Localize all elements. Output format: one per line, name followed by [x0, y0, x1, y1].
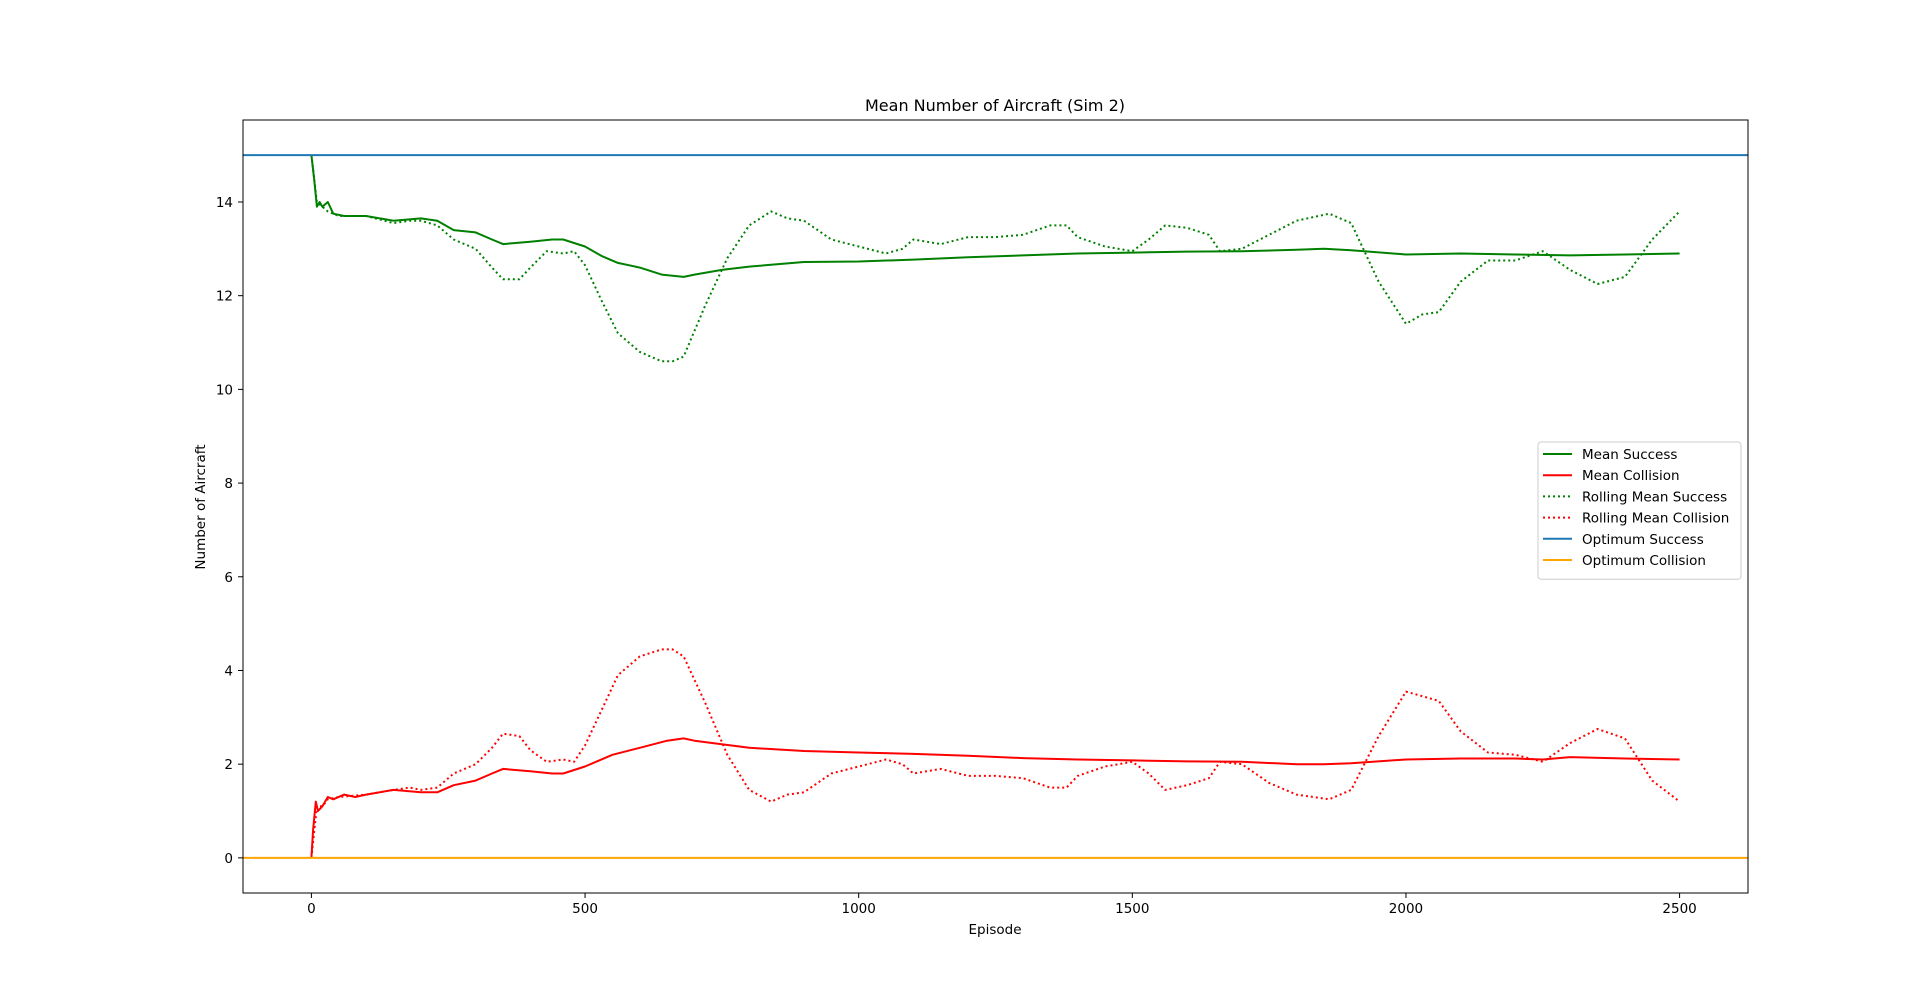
legend: Mean Success Mean Collision Rolling Mean S… [1537, 441, 1742, 580]
x-tick-label: 2000 [1389, 901, 1423, 917]
y-tick-label: 12 [216, 289, 233, 305]
x-tick-label: 1000 [842, 901, 876, 917]
legend-label-rolling-mean-collision: Rolling Mean Collision [1582, 511, 1729, 527]
x-tick-label: 2500 [1662, 901, 1696, 917]
x-axis-label: Episode [968, 922, 1021, 938]
series-line-rolling-mean-success [310, 154, 1681, 363]
series-layer [243, 154, 1748, 859]
series-line-mean-collision [310, 737, 1680, 858]
y-tick-label: 4 [224, 663, 233, 679]
plot-frame [242, 119, 1749, 894]
series-line-mean-success [310, 154, 1680, 278]
legend-label-optimum-success: Optimum Success [1582, 532, 1704, 548]
y-tick-label: 10 [216, 382, 233, 398]
legend-label-optimum-collision: Optimum Collision [1582, 553, 1706, 569]
y-tick-label: 6 [224, 570, 233, 586]
series-line-rolling-mean-collision [310, 648, 1681, 859]
y-tick-label: 2 [224, 757, 233, 773]
legend-label-mean-success: Mean Success [1582, 447, 1677, 463]
y-tick-label: 0 [224, 851, 233, 867]
y-tick-label: 8 [224, 476, 233, 492]
x-tick-label: 0 [307, 901, 316, 917]
y-tick-label: 14 [216, 195, 233, 211]
legend-label-rolling-mean-success: Rolling Mean Success [1582, 489, 1727, 505]
chart-title: Mean Number of Aircraft (Sim 2) [865, 96, 1125, 115]
y-axis-label: Number of Aircraft [193, 444, 209, 569]
axis-ticks: 0 500 1000 1500 2000 2500 0 2 4 6 8 10 12 14 [216, 195, 1697, 917]
x-tick-label: 1500 [1115, 901, 1149, 917]
legend-box [1537, 441, 1742, 580]
legend-label-mean-collision: Mean Collision [1582, 468, 1680, 484]
x-tick-label: 500 [572, 901, 598, 917]
